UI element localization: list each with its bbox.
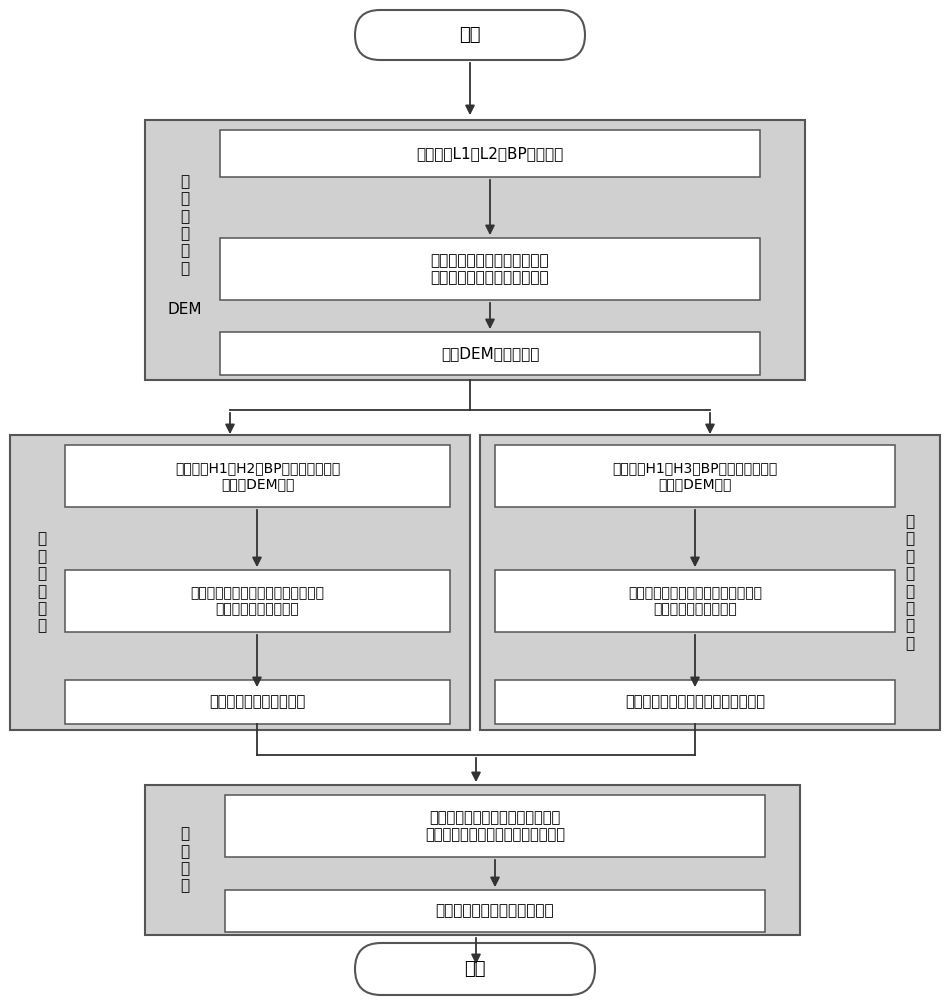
Text: DEM: DEM [168,302,202,318]
Text: 高
频
地
形
相
位: 高 频 地 形 相 位 [37,532,47,634]
Bar [225,890,765,932]
Bar [495,570,895,632]
Bar [220,332,760,375]
Text: 包含地形信息的解缠相位: 包含地形信息的解缠相位 [209,694,306,710]
Text: 重建DEM、地理编码: 重建DEM、地理编码 [441,346,540,361]
Text: 地
形
形
变: 地 形 形 变 [180,826,190,894]
Bar [480,435,940,730]
Text: 结束: 结束 [465,960,485,978]
Bar [65,445,450,507]
Bar [10,435,470,730]
Bar [145,120,805,380]
Bar [220,130,760,177]
Text: 干涉处理：图像配准、共轭相乘、滤
波处理、相位解缠处理: 干涉处理：图像配准、共轭相乘、滤 波处理、相位解缠处理 [628,586,762,616]
Bar [65,570,450,632]
Text: 获得沿视线方向的地形形变量: 获得沿视线方向的地形形变量 [436,904,554,918]
Text: 低频回波L1和L2做BP成像处理: 低频回波L1和L2做BP成像处理 [416,146,563,161]
Text: 开始: 开始 [459,26,481,44]
Text: 包含地形信息的解缠相位与包含地
形、形变信息的解缠相位做差分处理: 包含地形信息的解缠相位与包含地 形、形变信息的解缠相位做差分处理 [425,810,565,842]
Text: 高频回波H1和H3做BP成像处理，参考
网格为DEM信息: 高频回波H1和H3做BP成像处理，参考 网格为DEM信息 [613,461,778,491]
Text: 干涉处理：图像配准、共轭相
乘、滤波处理、相位解缠处理: 干涉处理：图像配准、共轭相 乘、滤波处理、相位解缠处理 [430,253,549,285]
FancyBboxPatch shape [355,943,595,995]
Text: 高
频
形
变
地
形
相
位: 高 频 形 变 地 形 相 位 [905,514,915,651]
Bar [220,238,760,300]
Bar [495,680,895,724]
Text: 干涉处理：图像配准、共轭相乘、滤
波处理、相位解缠处理: 干涉处理：图像配准、共轭相乘、滤 波处理、相位解缠处理 [191,586,325,616]
Text: 高频回波H1和H2做BP成像处理，参考
网格为DEM信息: 高频回波H1和H2做BP成像处理，参考 网格为DEM信息 [175,461,340,491]
Text: 低
频
数
据
反
演: 低 频 数 据 反 演 [180,174,190,276]
Bar [65,680,450,724]
Bar [145,785,800,935]
Text: 包含地形、地形形变信息的解缠相位: 包含地形、地形形变信息的解缠相位 [625,694,765,710]
FancyBboxPatch shape [355,10,585,60]
Bar [225,795,765,857]
Bar [495,445,895,507]
